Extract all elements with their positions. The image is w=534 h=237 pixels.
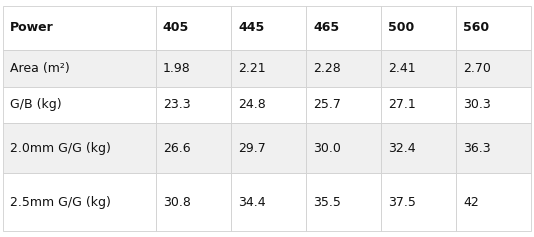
Text: 2.21: 2.21 — [238, 62, 265, 75]
Text: 34.4: 34.4 — [238, 196, 265, 209]
Bar — [306, 87, 381, 123]
Text: 37.5: 37.5 — [388, 196, 416, 209]
Bar — [156, 173, 231, 231]
Bar — [306, 123, 381, 173]
Bar — [231, 87, 306, 123]
Bar — [3, 6, 156, 50]
Bar — [156, 50, 231, 87]
Text: 560: 560 — [463, 21, 489, 34]
Bar — [156, 87, 231, 123]
Text: 1.98: 1.98 — [163, 62, 191, 75]
Bar — [456, 50, 531, 87]
Text: 2.41: 2.41 — [388, 62, 416, 75]
Bar — [456, 173, 531, 231]
Bar — [306, 50, 381, 87]
Text: 26.6: 26.6 — [163, 142, 191, 155]
Bar — [381, 173, 456, 231]
Text: 500: 500 — [388, 21, 414, 34]
Bar — [381, 6, 456, 50]
Bar — [381, 123, 456, 173]
Text: 25.7: 25.7 — [313, 98, 341, 111]
Text: 30.8: 30.8 — [163, 196, 191, 209]
Bar — [381, 50, 456, 87]
Bar — [381, 87, 456, 123]
Bar — [3, 87, 156, 123]
Bar — [456, 6, 531, 50]
Bar — [231, 123, 306, 173]
Text: 27.1: 27.1 — [388, 98, 416, 111]
Bar — [156, 6, 231, 50]
Text: 35.5: 35.5 — [313, 196, 341, 209]
Text: G/B (kg): G/B (kg) — [10, 98, 61, 111]
Bar — [231, 173, 306, 231]
Text: 465: 465 — [313, 21, 339, 34]
Bar — [231, 50, 306, 87]
Text: 42: 42 — [463, 196, 479, 209]
Text: 23.3: 23.3 — [163, 98, 191, 111]
Text: 36.3: 36.3 — [463, 142, 491, 155]
Text: 405: 405 — [163, 21, 189, 34]
Bar — [3, 50, 156, 87]
Text: 24.8: 24.8 — [238, 98, 266, 111]
Bar — [231, 6, 306, 50]
Text: Power: Power — [10, 21, 53, 34]
Bar — [456, 87, 531, 123]
Text: 30.0: 30.0 — [313, 142, 341, 155]
Text: 30.3: 30.3 — [463, 98, 491, 111]
Bar — [306, 173, 381, 231]
Text: 2.0mm G/G (kg): 2.0mm G/G (kg) — [10, 142, 111, 155]
Text: 2.5mm G/G (kg): 2.5mm G/G (kg) — [10, 196, 111, 209]
Bar — [456, 123, 531, 173]
Bar — [156, 123, 231, 173]
Bar — [306, 6, 381, 50]
Text: 445: 445 — [238, 21, 264, 34]
Text: 2.28: 2.28 — [313, 62, 341, 75]
Text: 29.7: 29.7 — [238, 142, 266, 155]
Bar — [3, 173, 156, 231]
Bar — [3, 123, 156, 173]
Text: 2.70: 2.70 — [463, 62, 491, 75]
Text: 32.4: 32.4 — [388, 142, 416, 155]
Text: Area (m²): Area (m²) — [10, 62, 69, 75]
